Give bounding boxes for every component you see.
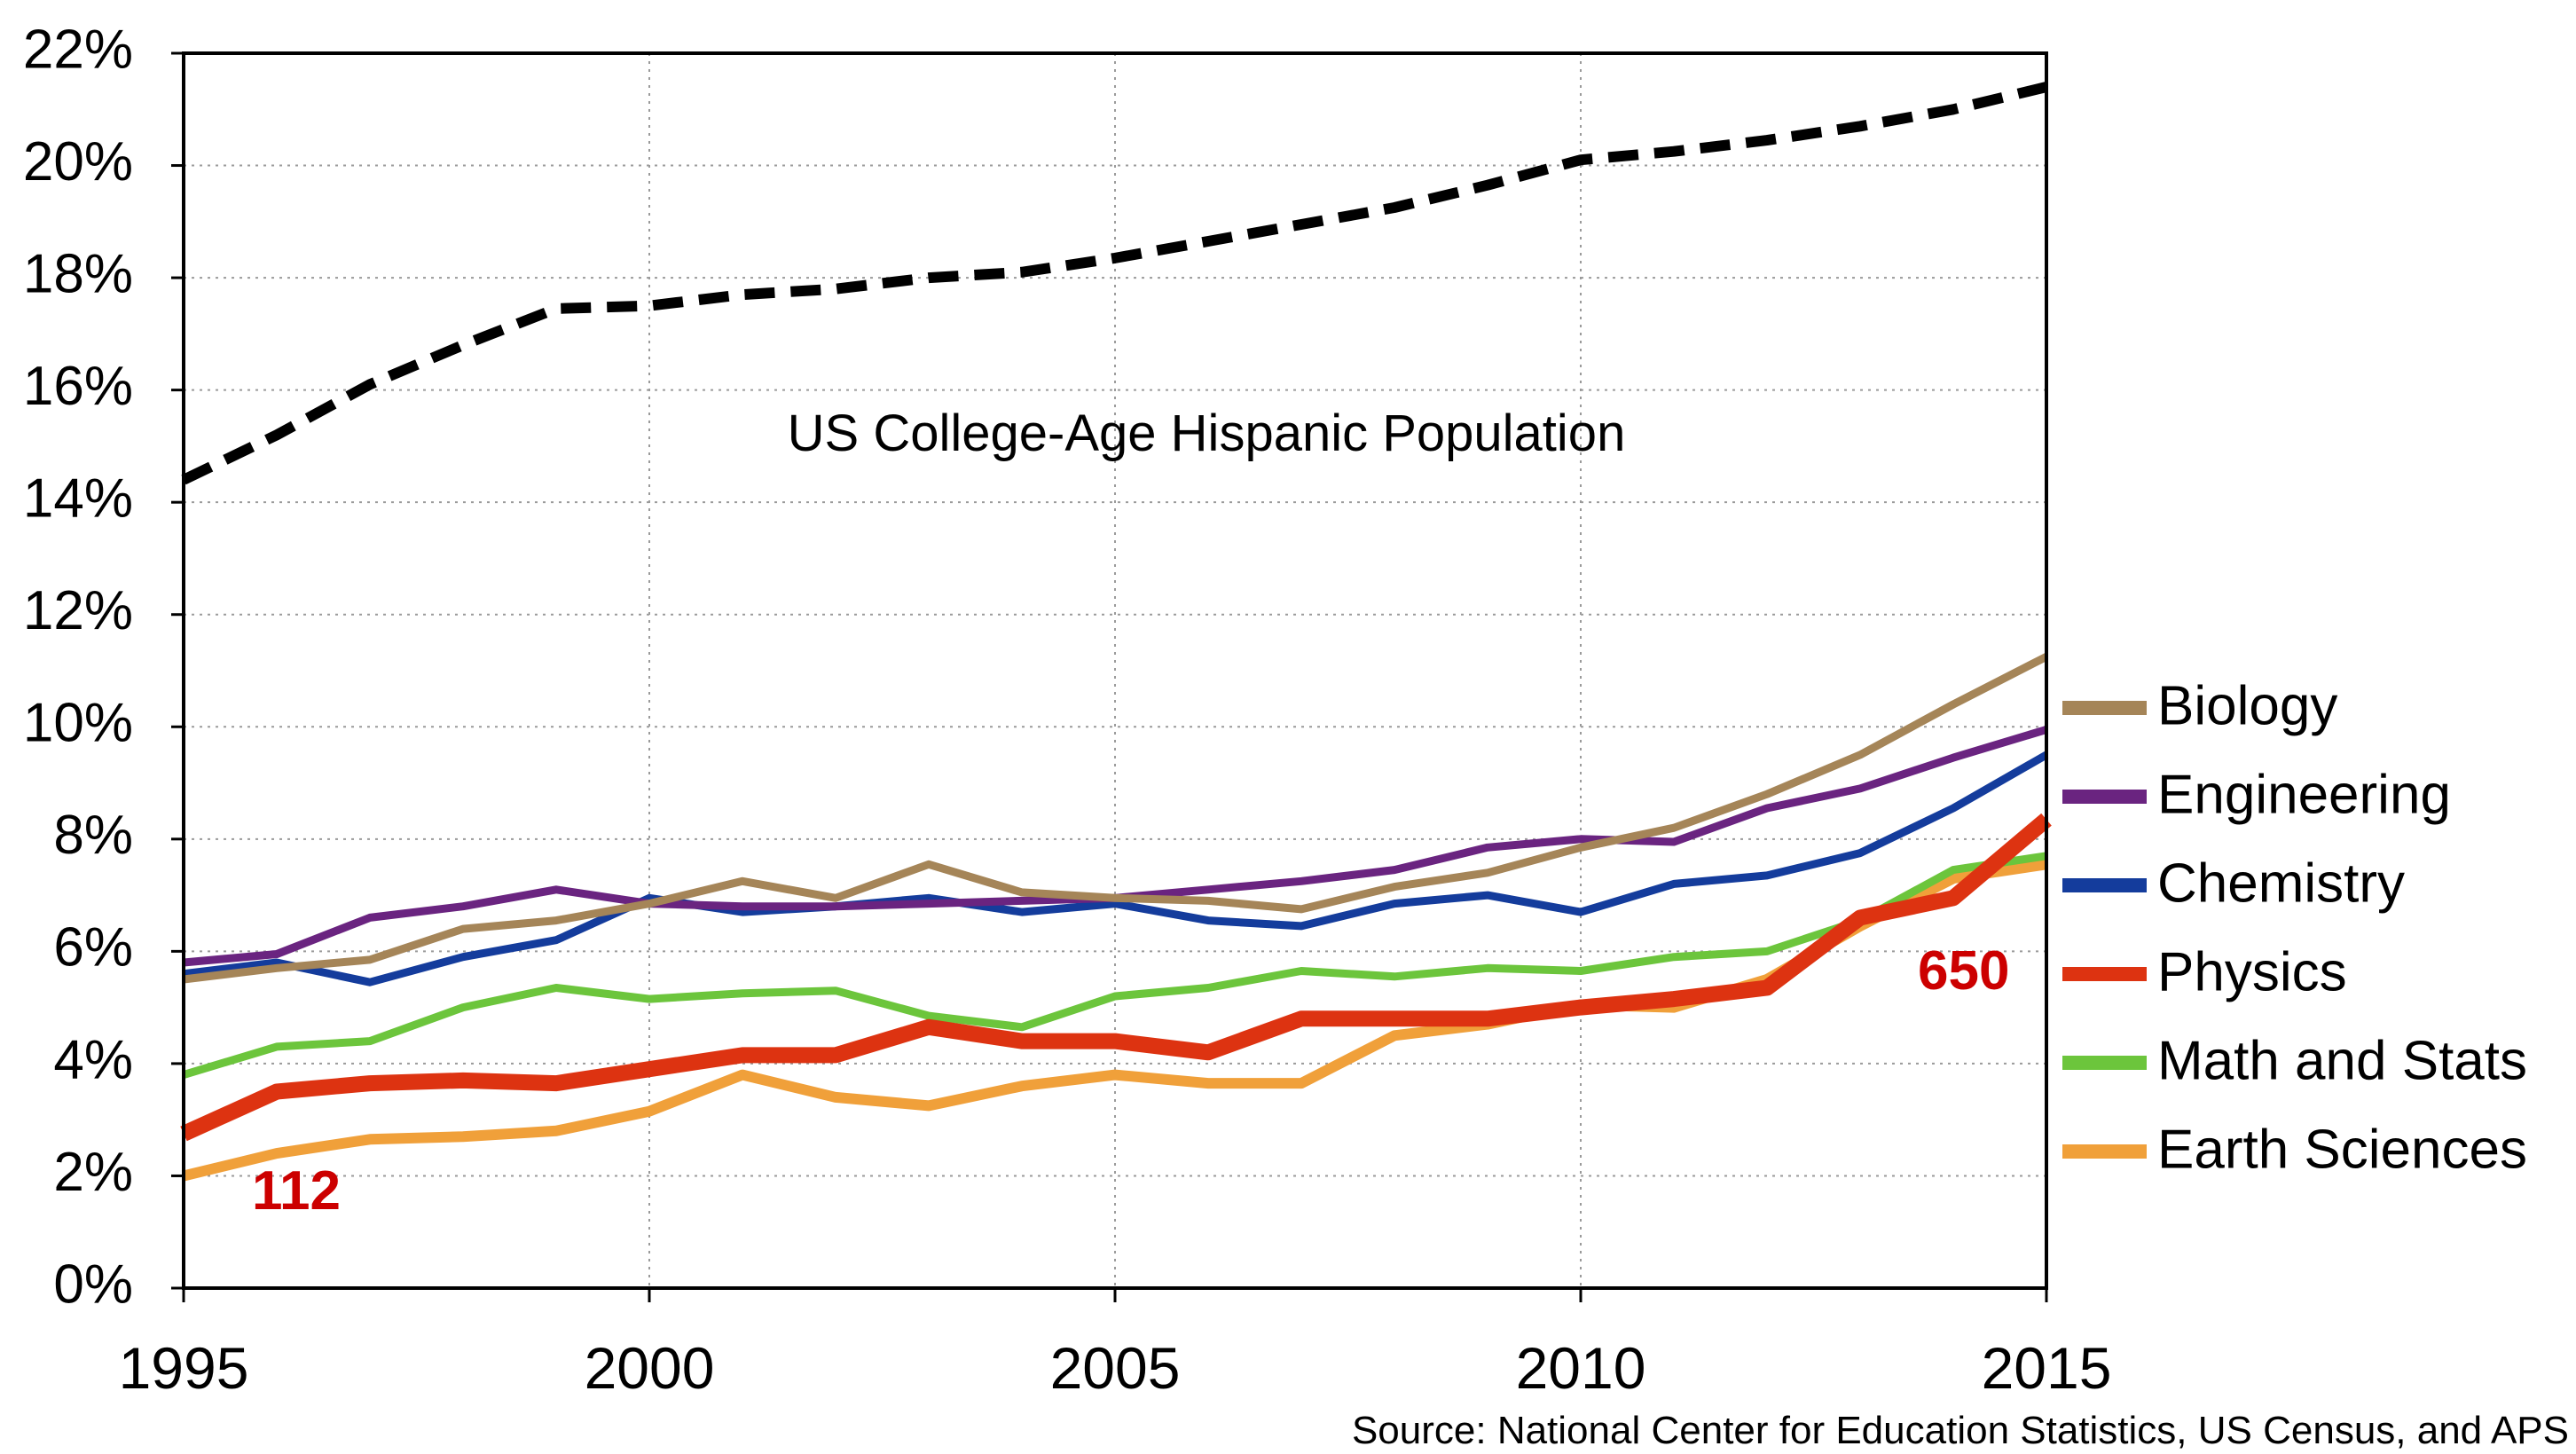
y-tick-label: 6% (53, 917, 133, 979)
y-tick-label: 12% (23, 580, 133, 641)
y-tick-label: 0% (53, 1254, 133, 1315)
y-tick-label: 14% (23, 468, 133, 530)
y-tick-label: 10% (23, 693, 133, 754)
legend: Biology Engineering Chemistry Physics Math a… (2062, 675, 2527, 1180)
end-count-label: 650 (1918, 940, 2009, 1002)
series-line-physics (180, 813, 2052, 1142)
gridlines (184, 53, 2046, 1288)
x-tick-label: 2010 (1516, 1335, 1646, 1401)
legend-label-earth-sciences: Earth Sciences (2157, 1119, 2527, 1180)
x-tick-label: 2000 (585, 1335, 715, 1401)
legend-label-engineering: Engineering (2157, 764, 2451, 825)
legend-label-physics: Physics (2157, 941, 2347, 1002)
y-tick-label: 20% (23, 131, 133, 193)
series-line-biology (183, 653, 2049, 984)
x-tick-label: 1995 (119, 1335, 249, 1401)
x-tick-label: 2005 (1050, 1335, 1181, 1401)
series-line-chemistry (183, 751, 2049, 986)
legend-label-chemistry: Chemistry (2157, 853, 2405, 914)
legend-label-math-and-stats: Math and Stats (2157, 1030, 2527, 1091)
source-note: Source: National Center for Education St… (1352, 1409, 2569, 1452)
y-tick-label: 8% (53, 805, 133, 866)
y-tick-label: 18% (23, 243, 133, 304)
x-tick-label: 2015 (1982, 1335, 2112, 1401)
population-annotation: US College-Age Hispanic Population (788, 405, 1626, 462)
y-tick-label: 16% (23, 356, 133, 417)
start-count-label: 112 (252, 1160, 341, 1222)
y-tick-label: 22% (23, 19, 133, 80)
axis-ticks: 0% 2% 4% 6% 8% 10% 12% 14% 16% 18% 20% 22% 1995 2000 2… (23, 19, 2112, 1401)
plot-lines (180, 82, 2052, 1182)
y-tick-label: 2% (53, 1142, 133, 1203)
y-tick-label: 4% (53, 1029, 133, 1090)
series-line-math-and-stats (182, 852, 2047, 1079)
series-line-hispanic-population (181, 82, 2048, 485)
legend-label-biology: Biology (2157, 675, 2337, 736)
